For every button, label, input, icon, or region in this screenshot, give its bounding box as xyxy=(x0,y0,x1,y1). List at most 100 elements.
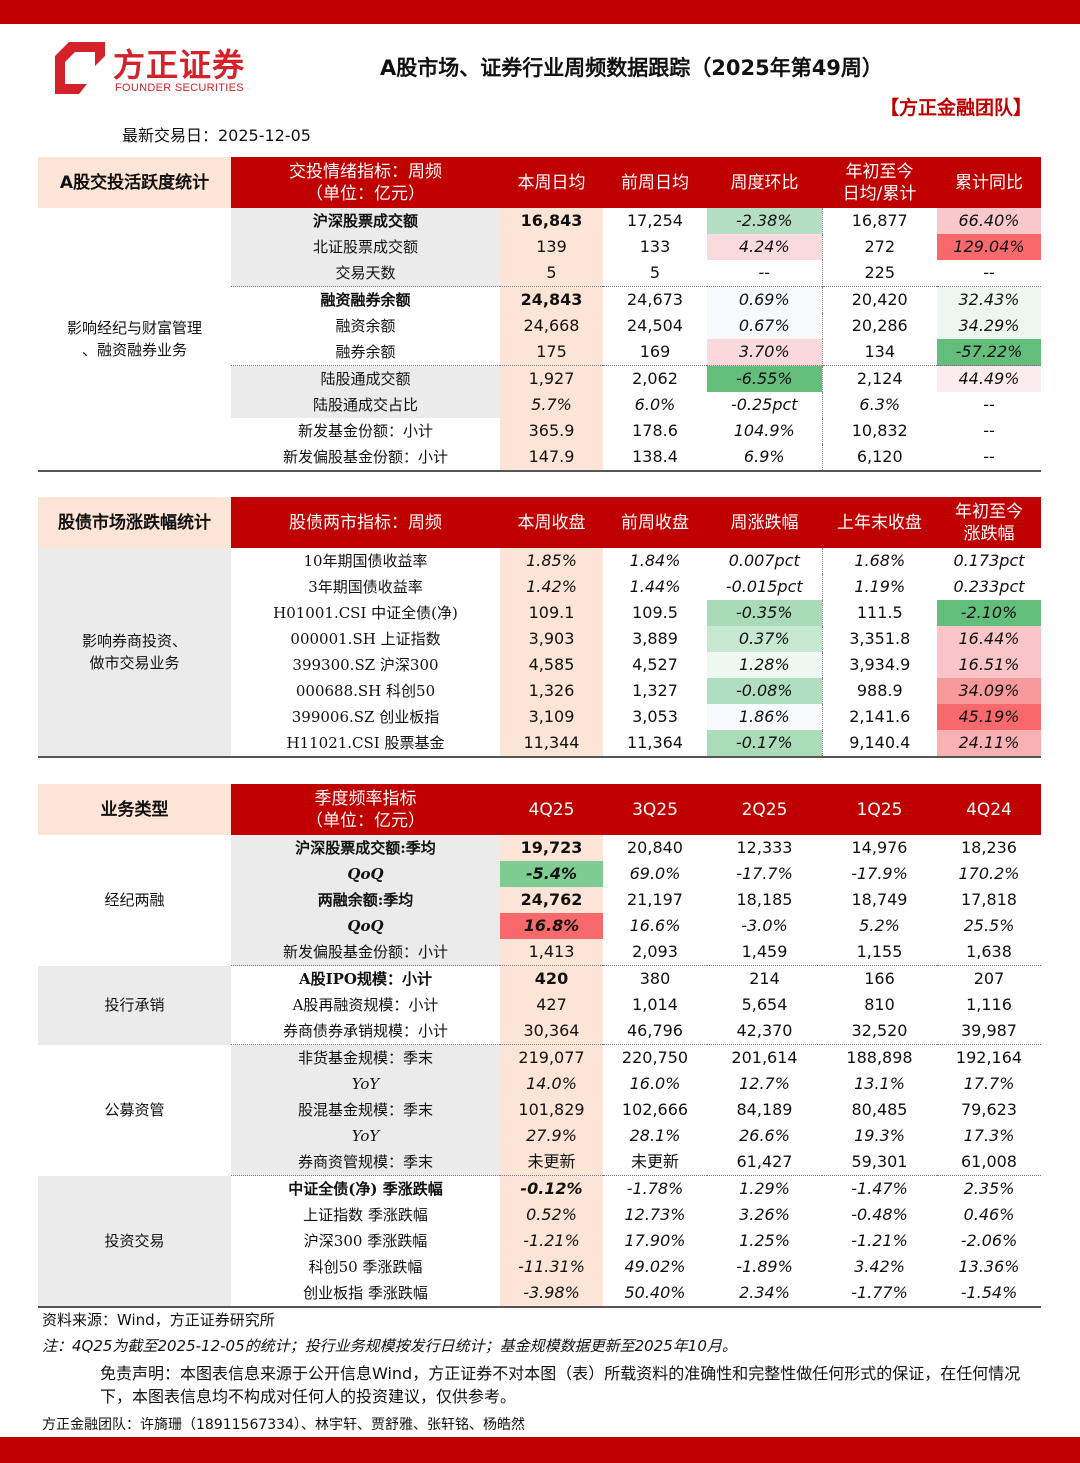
value-cell: 39,987 xyxy=(961,1021,1017,1040)
value-cell: 61,008 xyxy=(961,1152,1017,1171)
value-cell: 1,116 xyxy=(966,995,1012,1014)
value-cell: 9,140.4 xyxy=(821,730,937,758)
value-cell: 6.9% xyxy=(707,444,822,472)
column-header: 季度频率指标 （单位：亿元） xyxy=(231,784,500,835)
value-cell: 101,829 xyxy=(500,1097,603,1123)
value-cell: 25.5% xyxy=(963,916,1015,935)
value-cell: -- xyxy=(983,421,995,440)
value-cell: 3,934.9 xyxy=(821,652,937,678)
value-cell: 166 xyxy=(822,965,937,992)
value-cell: -0.08% xyxy=(707,678,822,704)
indicator-label: 沪深股票成交额 xyxy=(231,208,500,234)
latest-trading-date: 最新交易日：2025-12-05 xyxy=(122,126,311,145)
value-cell: 34.09% xyxy=(937,678,1041,704)
value-cell: 66.40% xyxy=(937,208,1041,234)
value-cell: 61,427 xyxy=(736,1152,793,1171)
value-cell: 810 xyxy=(864,995,895,1014)
footnote: 注：4Q25为截至2025-12-05的统计；投行业务规模按发行日统计；基金规模… xyxy=(42,1337,737,1355)
value-cell: 1.29% xyxy=(707,1175,822,1202)
indicator-label: 陆股通成交占比 xyxy=(231,392,500,418)
value-cell: 5 xyxy=(500,260,603,287)
value-cell: 16,843 xyxy=(500,208,603,234)
table-row: 399300.SZ 沪深300 4,585 4,527 1.28% 3,934.9 16.… xyxy=(38,652,1041,678)
indicator-label: H11021.CSI 股票基金 xyxy=(231,730,500,758)
table-row: H11021.CSI 股票基金 11,344 11,364 -0.17% 9,140.4… xyxy=(38,730,1041,758)
value-cell: 1.68% xyxy=(821,548,937,574)
founder-logo: 方正证券 FOUNDER SECURITIES xyxy=(55,40,265,98)
value-cell: 6.0% xyxy=(634,395,676,414)
value-cell: 147.9 xyxy=(500,444,603,472)
value-cell: 14,976 xyxy=(851,838,908,857)
value-cell: 2.34% xyxy=(707,1280,822,1308)
value-cell: -- xyxy=(758,263,771,282)
value-cell: 3,351.8 xyxy=(821,626,937,652)
column-header: 交投情绪指标：周频 （单位：亿元） xyxy=(231,157,500,208)
value-cell: 49.02% xyxy=(624,1257,686,1276)
column-header: 前周收盘 xyxy=(603,497,707,548)
value-cell: 45.19% xyxy=(937,704,1041,730)
value-cell: 225 xyxy=(821,260,937,287)
value-cell: 18,185 xyxy=(736,890,793,909)
value-cell: -0.12% xyxy=(500,1175,603,1202)
value-cell: 109.5 xyxy=(632,603,678,622)
value-cell: 34.29% xyxy=(937,313,1041,339)
indicator-label: H01001.CSI 中证全债(净) xyxy=(273,604,458,622)
table-row: QoQ -5.4% 69.0% -17.7% -17.9% 170.2% xyxy=(38,861,1041,887)
category-label: 经纪两融 xyxy=(104,891,165,910)
team-label: 【方正金融团队】 xyxy=(879,97,1032,119)
value-cell: 24,673 xyxy=(603,286,707,313)
bottom-banner xyxy=(0,1437,1080,1463)
value-cell: 未更新 xyxy=(500,1149,603,1176)
source-note: 资料来源：Wind，方正证券研究所 xyxy=(42,1311,275,1329)
value-cell: -- xyxy=(983,263,995,282)
indicator-label: 10年期国债收益率 xyxy=(303,552,428,570)
column-header: 年初至今 日均/累计 xyxy=(822,157,937,208)
value-cell: 1.42% xyxy=(500,574,603,600)
value-cell: 5,654 xyxy=(741,995,788,1014)
value-cell: 169 xyxy=(639,342,671,361)
category-label: 公募资管 xyxy=(104,1101,165,1119)
column-header: 股债两市指标：周频 xyxy=(231,497,500,548)
value-cell: 0.46% xyxy=(963,1205,1015,1224)
value-cell: 12,333 xyxy=(736,838,793,857)
table-row: 影响经纪与财富管理 、融资融券业务 沪深股票成交额 16,843 17,254 -2.3… xyxy=(38,208,1041,472)
value-cell: 207 xyxy=(937,965,1041,992)
value-cell: -3.98% xyxy=(500,1280,603,1308)
value-cell: 19.3% xyxy=(854,1126,905,1145)
table-row: 两融余额:季均 24,762 21,197 18,185 18,749 17,818 xyxy=(38,887,1041,913)
value-cell: 188,898 xyxy=(822,1044,937,1071)
value-cell: 1.28% xyxy=(707,652,822,678)
value-cell: 42,370 xyxy=(736,1021,793,1040)
value-cell: 3.42% xyxy=(854,1257,905,1276)
value-cell: 427 xyxy=(500,992,603,1018)
indicator-label: 000001.SH 上证指数 xyxy=(290,630,441,648)
indicator-label: 399006.SZ 创业板指 xyxy=(291,708,440,726)
indicator-label: 陆股通成交额 xyxy=(231,365,500,392)
value-cell: 2,141.6 xyxy=(821,704,937,730)
category-header: 业务类型 xyxy=(38,784,231,835)
value-cell: 27.9% xyxy=(500,1123,603,1149)
value-cell: 365.9 xyxy=(500,418,603,444)
column-header: 本周日均 xyxy=(500,157,603,208)
table-row: 投资交易 中证全债(净) 季涨跌幅 -0.12% -1.78% 1.29% -1.47% 2… xyxy=(38,1175,1041,1308)
a-share-activity-table: A股交投活跃度统计 交投情绪指标：周频 （单位：亿元） 本周日均 前周日均 周度环比 年初… xyxy=(38,157,1041,472)
value-cell: 175 xyxy=(500,339,603,366)
value-cell: 44.49% xyxy=(937,365,1041,392)
value-cell: 69.0% xyxy=(629,864,681,883)
page-title: A股市场、证券行业周频数据跟踪（2025年第49周） xyxy=(380,56,883,80)
indicator-label: 券商资管规模：季末 xyxy=(231,1149,500,1176)
value-cell: 2,124 xyxy=(821,365,937,392)
value-cell: 16.51% xyxy=(937,652,1041,678)
value-cell: 219,077 xyxy=(500,1044,603,1071)
value-cell: -1.78% xyxy=(603,1175,707,1202)
value-cell: 1.19% xyxy=(821,574,937,600)
indicator-label: 3年期国债收益率 xyxy=(308,578,423,596)
value-cell: -5.4% xyxy=(500,861,603,887)
value-cell: 2,062 xyxy=(603,365,707,392)
category-header: 股债市场涨跌幅统计 xyxy=(38,497,231,548)
value-cell: 109.1 xyxy=(500,600,603,626)
value-cell: 3,053 xyxy=(632,707,678,726)
value-cell: 5.7% xyxy=(500,392,603,418)
indicator-label: 新发偏股基金份额：小计 xyxy=(231,939,500,966)
table-row: A股再融资规模：小计 427 1,014 5,654 810 1,116 xyxy=(38,992,1041,1018)
